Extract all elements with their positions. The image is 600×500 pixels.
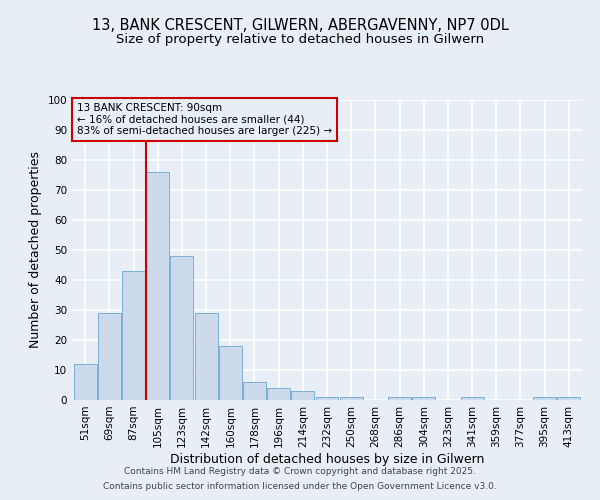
Bar bbox=[388, 397, 411, 400]
Bar bbox=[340, 397, 362, 400]
X-axis label: Distribution of detached houses by size in Gilwern: Distribution of detached houses by size … bbox=[170, 452, 484, 466]
Text: Contains HM Land Registry data © Crown copyright and database right 2025.: Contains HM Land Registry data © Crown c… bbox=[124, 467, 476, 476]
Y-axis label: Number of detached properties: Number of detached properties bbox=[29, 152, 42, 348]
Text: 13 BANK CRESCENT: 90sqm
← 16% of detached houses are smaller (44)
83% of semi-de: 13 BANK CRESCENT: 90sqm ← 16% of detache… bbox=[77, 103, 332, 136]
Bar bbox=[533, 397, 556, 400]
Bar bbox=[267, 388, 290, 400]
Text: Contains public sector information licensed under the Open Government Licence v3: Contains public sector information licen… bbox=[103, 482, 497, 491]
Bar bbox=[194, 313, 218, 400]
Text: Size of property relative to detached houses in Gilwern: Size of property relative to detached ho… bbox=[116, 32, 484, 46]
Bar bbox=[74, 364, 97, 400]
Bar bbox=[461, 397, 484, 400]
Bar bbox=[557, 397, 580, 400]
Bar bbox=[170, 256, 193, 400]
Bar bbox=[146, 172, 169, 400]
Bar bbox=[243, 382, 266, 400]
Bar bbox=[219, 346, 242, 400]
Bar bbox=[122, 271, 145, 400]
Bar bbox=[316, 397, 338, 400]
Bar bbox=[412, 397, 435, 400]
Bar bbox=[98, 313, 121, 400]
Bar bbox=[292, 391, 314, 400]
Text: 13, BANK CRESCENT, GILWERN, ABERGAVENNY, NP7 0DL: 13, BANK CRESCENT, GILWERN, ABERGAVENNY,… bbox=[92, 18, 508, 32]
